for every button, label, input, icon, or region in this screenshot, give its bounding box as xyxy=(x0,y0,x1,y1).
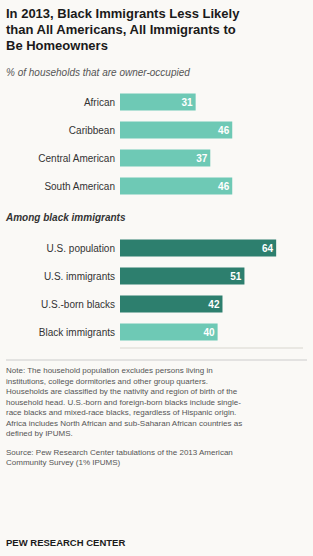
bars xyxy=(120,94,276,341)
subtitle: % of households that are owner-occupied xyxy=(6,67,190,78)
divider xyxy=(6,360,307,361)
tick-label: U.S. immigrants xyxy=(44,271,115,282)
data-label: 37 xyxy=(196,153,208,164)
text-line: In 2013, Black Immigrants Less Likely xyxy=(6,6,240,21)
title: In 2013, Black Immigrants Less Likelytha… xyxy=(6,6,240,53)
data-label: 42 xyxy=(208,299,220,310)
source: Source: Pew Research Center tabulations … xyxy=(6,448,233,468)
bar xyxy=(120,268,244,285)
data-label: 51 xyxy=(230,271,242,282)
text-line: Be Homeowners xyxy=(6,38,108,53)
bar xyxy=(120,94,196,111)
text-line: race blacks and mixed-race blacks, regar… xyxy=(6,408,236,417)
x-axis-line xyxy=(120,348,303,349)
bar xyxy=(120,178,232,195)
text-line: % of households that are owner-occupied xyxy=(6,67,190,78)
text-line: defined by IPUMS. xyxy=(6,429,73,438)
data-label: 31 xyxy=(182,97,194,108)
tick-label: Central American xyxy=(38,153,115,164)
text-line: than All Americans, All Immigrants to xyxy=(6,22,236,37)
tick-label: African xyxy=(84,97,115,108)
chart: In 2013, Black Immigrants Less Likelytha… xyxy=(0,0,313,556)
tick-label: Black immigrants xyxy=(39,327,115,338)
text-line: Source: Pew Research Center tabulations … xyxy=(6,448,233,457)
data-label: 40 xyxy=(203,327,215,338)
tick-label: South American xyxy=(44,181,115,192)
bar xyxy=(120,324,218,341)
bar xyxy=(120,296,222,313)
text-line: Africa includes North African and sub-Sa… xyxy=(6,419,242,428)
tick-label: U.S. population xyxy=(47,243,115,254)
data-label: 46 xyxy=(218,125,230,136)
text-line: institutions, college dormitories and ot… xyxy=(6,377,208,386)
tick-label: Caribbean xyxy=(69,125,115,136)
tick-label: U.S.-born blacks xyxy=(41,299,115,310)
section-label: Among black immigrants xyxy=(5,212,126,223)
text-line: Community Survey (1% IPUMS) xyxy=(6,458,121,467)
text-line: Households are classified by the nativit… xyxy=(6,387,238,396)
footer: PEW RESEARCH CENTER xyxy=(6,537,125,548)
data-label: 46 xyxy=(218,181,230,192)
bar xyxy=(120,122,232,139)
text-line: household head. U.S.-born and foreign-bo… xyxy=(6,398,241,407)
bar xyxy=(120,150,210,167)
bar xyxy=(120,240,276,257)
note: Note: The household population excludes … xyxy=(6,366,242,438)
text-line: Note: The household population excludes … xyxy=(6,366,213,375)
data-label: 64 xyxy=(262,243,274,254)
